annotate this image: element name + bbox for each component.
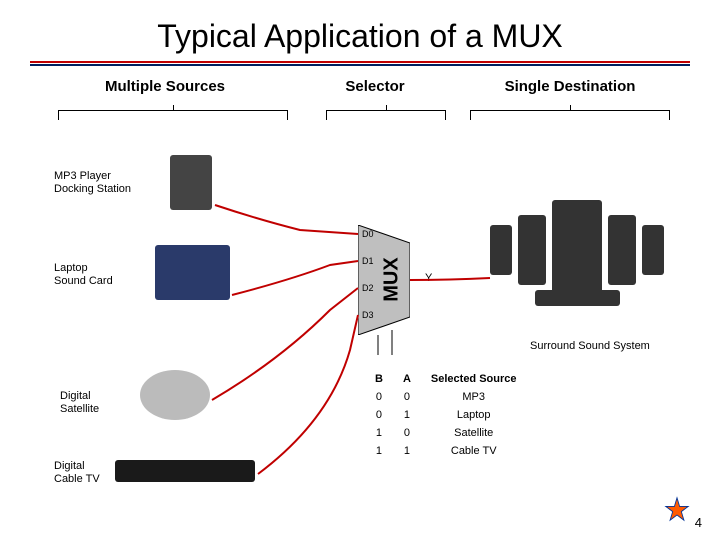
section-label-selector: Selector [290, 78, 460, 95]
bracket-sources [58, 110, 288, 120]
speaker-center-icon [535, 290, 620, 306]
device-satellite-icon [140, 370, 210, 420]
section-labels-row: Multiple Sources Selector Single Destina… [0, 78, 720, 95]
table-header: Selected Source [421, 370, 527, 388]
table-cell: 1 [365, 424, 393, 442]
mux-label: MUX [381, 257, 404, 301]
table-cell: 1 [393, 406, 421, 424]
pin-d2: D2 [362, 283, 374, 293]
table-row: 01Laptop [365, 406, 527, 424]
pin-d0: D0 [362, 229, 374, 239]
page-number: 4 [695, 515, 702, 530]
device-cable-icon [115, 460, 255, 482]
table-header: B [365, 370, 393, 388]
bracket-selector [326, 110, 446, 120]
bracket-destination [470, 110, 670, 120]
device-label-mp3: MP3 PlayerDocking Station [54, 170, 131, 196]
table-cell: 1 [393, 442, 421, 460]
page-title: Typical Application of a MUX [0, 0, 720, 55]
logo-star-icon [664, 496, 690, 522]
table-cell: 0 [393, 388, 421, 406]
speaker-icon [642, 225, 664, 275]
table-cell: 1 [365, 442, 393, 460]
truth-table: BASelected Source 00MP301Laptop10Satelli… [365, 370, 527, 460]
device-label-laptop: LaptopSound Card [54, 262, 113, 288]
section-label-sources: Multiple Sources [40, 78, 290, 95]
table-cell: MP3 [421, 388, 527, 406]
speaker-icon [518, 215, 546, 285]
device-label-satellite: DigitalSatellite [60, 390, 99, 416]
surround-label: Surround Sound System [530, 340, 650, 352]
device-mp3-icon [170, 155, 212, 210]
pin-d1: D1 [362, 256, 374, 266]
title-rule-bottom [30, 64, 690, 66]
section-label-destination: Single Destination [460, 78, 680, 95]
device-label-cable: DigitalCable TV [54, 460, 100, 486]
table-cell: 0 [365, 406, 393, 424]
table-row: 00MP3 [365, 388, 527, 406]
table-cell: 0 [365, 388, 393, 406]
pin-d3: D3 [362, 310, 374, 320]
table-cell: 0 [393, 424, 421, 442]
title-rule-top [30, 61, 690, 63]
table-header: A [393, 370, 421, 388]
table-row: 11Cable TV [365, 442, 527, 460]
table-row: 10Satellite [365, 424, 527, 442]
speaker-icon [490, 225, 512, 275]
table-cell: Satellite [421, 424, 527, 442]
device-laptop-icon [155, 245, 230, 300]
pin-y: Y [425, 272, 432, 284]
table-cell: Laptop [421, 406, 527, 424]
table-cell: Cable TV [421, 442, 527, 460]
speaker-icon [608, 215, 636, 285]
speaker-sub-icon [552, 200, 602, 295]
